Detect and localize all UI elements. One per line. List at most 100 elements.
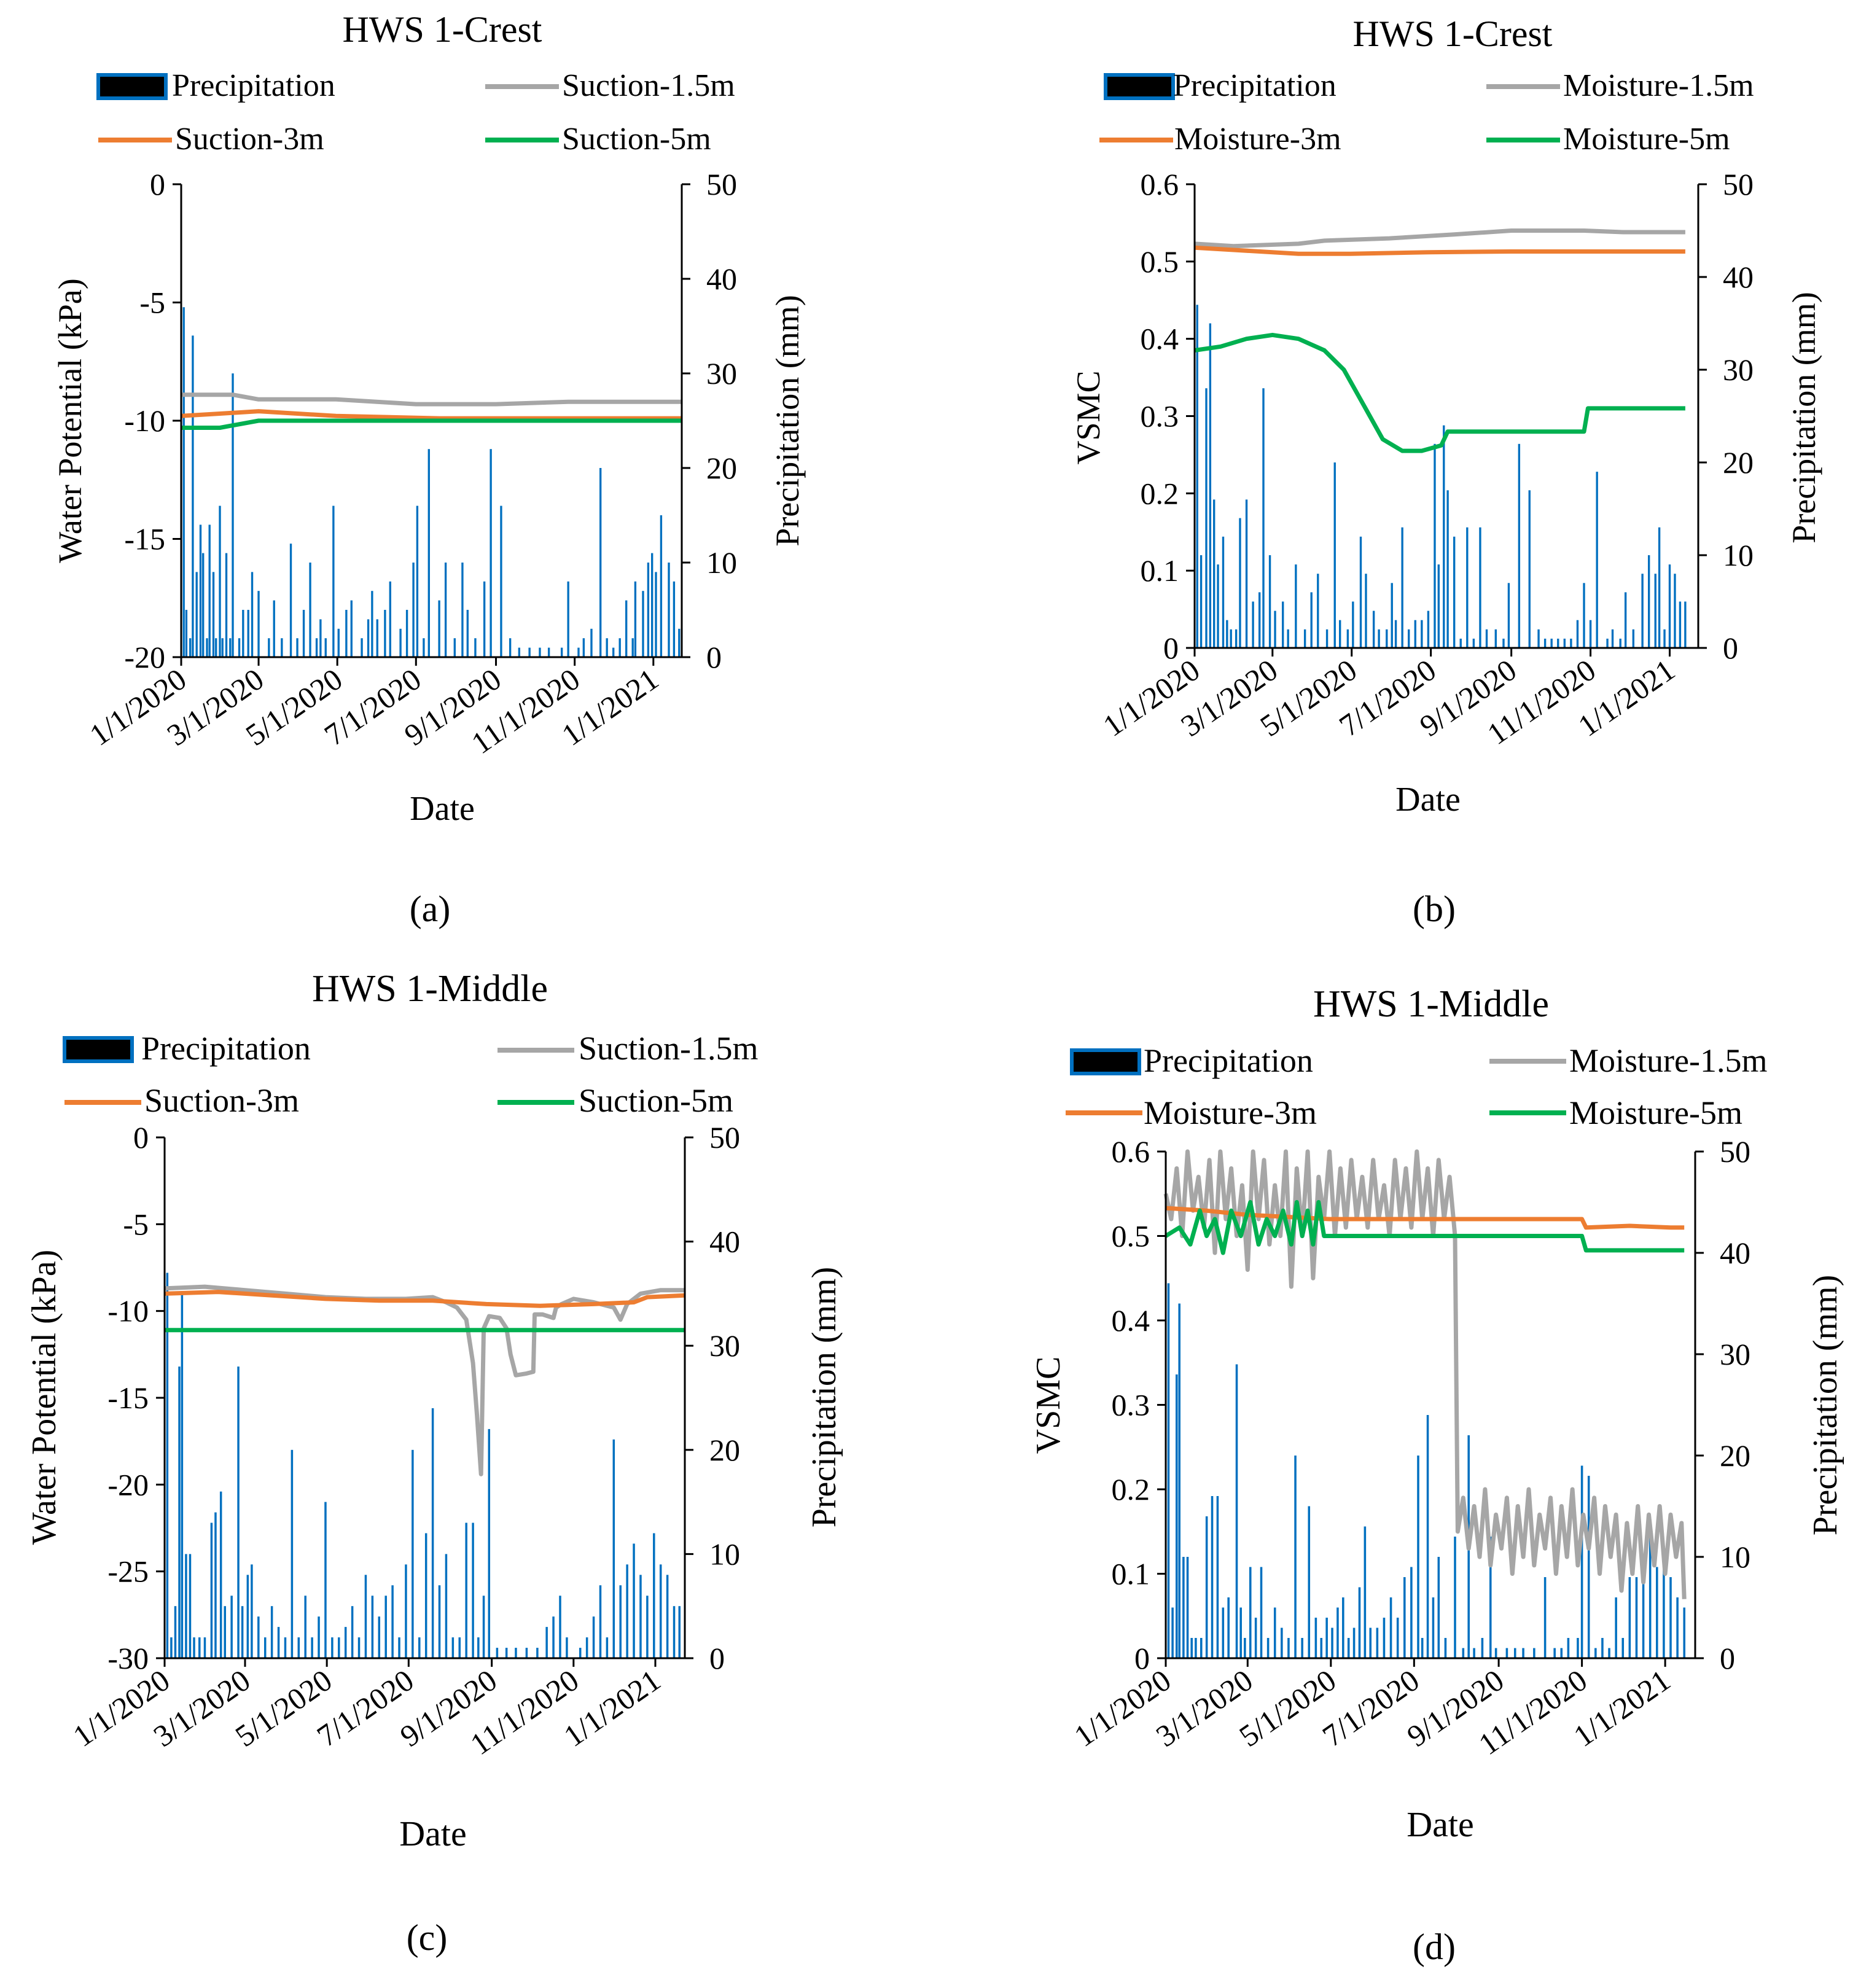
precip-bar (1325, 1618, 1328, 1658)
precip-bar (1295, 564, 1297, 648)
precip-bar (412, 1449, 414, 1658)
chart-title: HWS 1-Middle (1313, 983, 1549, 1025)
series-line-suction-1-5m (181, 392, 682, 407)
legend-label: Suction-3m (144, 1082, 299, 1119)
precip-bar (1281, 1627, 1283, 1658)
y-tick-label-right: 10 (706, 545, 737, 580)
precip-bar (202, 553, 205, 657)
precip-bar (536, 1648, 539, 1658)
precip-bar (659, 1564, 662, 1658)
series-line-moisture-1-5m (1163, 1149, 1687, 1599)
precip-bar (304, 1596, 306, 1658)
precip-bar (633, 1543, 635, 1658)
precip-bar (466, 610, 469, 657)
precip-bar (1563, 638, 1566, 648)
y-tick-label-left: 0 (150, 167, 165, 201)
precip-bar (424, 1533, 427, 1658)
precip-bar (281, 638, 283, 657)
legend: Precipitation Suction-1.5m Suction-3m Su… (96, 68, 735, 157)
precip-bar (1434, 443, 1436, 648)
precip-bar (1606, 638, 1609, 648)
precip-bar (1244, 1638, 1246, 1658)
precip-bar (1608, 1648, 1610, 1658)
precip-bar (378, 1616, 381, 1658)
precip-bar (296, 638, 298, 657)
precip-bar (273, 600, 275, 657)
precip-bar (1543, 638, 1547, 648)
series-line-moisture-3m (1194, 245, 1685, 256)
precip-bar (612, 647, 615, 657)
y-tick-label-right: 0 (706, 640, 722, 674)
panel-c: HWS 1-Middle Precipitation Suction-1.5m … (25, 968, 843, 1958)
x-axis-title: Date (410, 790, 475, 828)
precip-bar (189, 1554, 192, 1658)
y-tick-label-left: 0.3 (1112, 1388, 1150, 1422)
y-tick-label-left: 0 (1163, 631, 1179, 665)
x-axis-title: Date (1395, 781, 1461, 819)
series-line-moisture-5m (1165, 1200, 1685, 1255)
precip-bar (1235, 629, 1238, 648)
x-tick-label: 1/1/2021 (1567, 1663, 1677, 1753)
precip-bar (1624, 592, 1627, 648)
precip-bar (1200, 555, 1203, 648)
precip-bar (1466, 527, 1469, 648)
x-axis-title: Date (399, 1814, 467, 1854)
precip-bar (1533, 1648, 1535, 1658)
precip-bar (237, 1366, 240, 1658)
precip-bar (528, 647, 531, 657)
precip-bar (1227, 1597, 1230, 1658)
precip-bar (1628, 1577, 1631, 1658)
y-tick-label-right: 50 (1723, 167, 1754, 201)
y-tick-label-left: 0 (133, 1120, 149, 1155)
precip-bar (482, 1596, 485, 1658)
precip-bar (1320, 1638, 1323, 1658)
precip-bar (567, 581, 569, 657)
precip-bar (1282, 601, 1284, 648)
precip-bar (389, 581, 391, 657)
precip-bar (1453, 536, 1456, 648)
precip-bar (606, 638, 608, 657)
precip-bar (364, 1575, 367, 1658)
precip-bar (1537, 629, 1540, 648)
precip-bar (1314, 1618, 1317, 1658)
precip-bar (1347, 1638, 1350, 1658)
precip-bar (431, 1408, 434, 1658)
y-tick-label-right: 20 (1720, 1438, 1750, 1473)
precip-bar (1391, 583, 1393, 648)
precip-bar (241, 1606, 244, 1658)
precip-bar (405, 1564, 407, 1658)
y-axis-left-title: Water Potential (kPa) (52, 278, 88, 563)
precip-bar (418, 1637, 421, 1658)
precip-bar (1408, 629, 1410, 648)
precip-bar (647, 563, 650, 657)
precip-bar (1635, 1577, 1638, 1658)
precip-bar (461, 563, 464, 657)
precip-bar (1679, 601, 1682, 648)
precip-bar (1336, 1607, 1339, 1658)
precip-bar (1209, 323, 1212, 648)
precip-bar (210, 1522, 213, 1658)
x-tick-label: 7/1/2020 (1316, 1663, 1426, 1753)
precip-bar (371, 1596, 374, 1658)
y-tick-label-left: 0.4 (1112, 1303, 1150, 1338)
precip-bar (509, 638, 512, 657)
precip-bar (559, 1596, 561, 1658)
precip-bar (1222, 536, 1225, 648)
precip-bar (639, 1575, 642, 1658)
y-tick-label-left: -20 (107, 1467, 149, 1502)
y-tick-label-left: -5 (123, 1207, 149, 1241)
y-tick-label-left: 0.1 (1141, 553, 1179, 588)
legend-label: Precipitation (1144, 1042, 1313, 1079)
precip-bar (631, 638, 634, 657)
y-tick-label-left: 0.3 (1141, 399, 1179, 434)
precip-bar (1676, 1597, 1679, 1658)
precip-bar (251, 1564, 253, 1658)
precip-bar (181, 1293, 184, 1658)
precip-bar (626, 1564, 628, 1658)
precip-bar (268, 638, 270, 657)
y-tick-label-left: 0.2 (1141, 476, 1179, 510)
precip-bar (1658, 527, 1661, 648)
precip-bar (1386, 629, 1388, 648)
precip-bar (405, 610, 408, 657)
panel-a: HWS 1-Crest Precipitation Suction-1.5m S… (52, 9, 806, 929)
